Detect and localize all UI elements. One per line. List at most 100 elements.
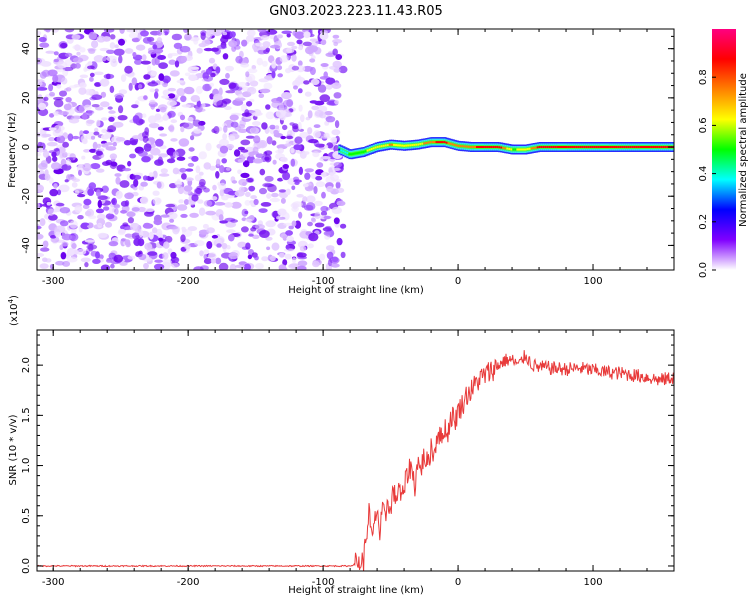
noise-speckle xyxy=(128,32,138,39)
noise-speckle xyxy=(53,99,64,108)
signal-band-core xyxy=(567,146,571,148)
noise-speckle xyxy=(296,39,303,45)
signal-band-core xyxy=(512,148,516,151)
noise-speckle xyxy=(247,68,258,74)
noise-speckle xyxy=(202,223,209,229)
noise-speckle xyxy=(114,93,125,99)
noise-speckle xyxy=(95,208,105,214)
noise-speckle xyxy=(265,111,275,120)
noise-speckle xyxy=(37,225,42,230)
y-tick-label: 2.0 xyxy=(21,357,32,373)
noise-speckle xyxy=(249,127,260,135)
noise-speckle xyxy=(320,205,329,213)
noise-speckle xyxy=(206,241,213,249)
noise-speckle xyxy=(117,115,128,121)
noise-speckle xyxy=(221,35,230,39)
chart-title: GN03.2023.223.11.43.R05 xyxy=(269,4,443,19)
noise-speckle xyxy=(321,191,326,199)
signal-band-core xyxy=(607,146,611,148)
noise-speckle xyxy=(144,208,155,213)
x-tick-label: -100 xyxy=(312,276,335,287)
noise-speckle xyxy=(152,190,160,196)
signal-band-core xyxy=(390,143,394,146)
noise-speckle xyxy=(211,234,218,239)
signal-band-core xyxy=(633,146,637,148)
noise-speckle xyxy=(61,241,69,247)
noise-speckle xyxy=(105,213,115,220)
noise-speckle xyxy=(140,181,148,187)
noise-speckle xyxy=(277,147,284,154)
noise-speckle xyxy=(183,29,189,33)
noise-speckle xyxy=(59,244,64,251)
noise-speckle xyxy=(48,83,54,92)
signal-band-core xyxy=(516,148,520,151)
signal-band-core xyxy=(382,144,386,147)
signal-band-core xyxy=(471,146,475,148)
noise-speckle xyxy=(99,78,110,87)
noise-speckle xyxy=(265,236,273,241)
noise-speckle xyxy=(205,210,216,216)
signal-band-core xyxy=(421,142,425,145)
noise-speckle xyxy=(218,214,224,221)
noise-speckle xyxy=(66,256,78,263)
noise-speckle xyxy=(44,169,49,177)
noise-speckle xyxy=(279,55,289,63)
noise-speckle xyxy=(290,147,295,154)
noise-speckle xyxy=(120,74,127,82)
noise-speckle xyxy=(223,125,228,133)
noise-speckle xyxy=(111,199,116,204)
noise-speckle xyxy=(245,242,251,250)
signal-band-core xyxy=(376,145,380,148)
noise-speckle xyxy=(299,245,307,252)
noise-speckle xyxy=(49,188,59,197)
noise-speckle xyxy=(127,255,136,260)
noise-speckle xyxy=(114,208,119,215)
noise-speckle xyxy=(302,183,309,188)
noise-speckle xyxy=(153,263,165,270)
noise-speckle xyxy=(303,31,311,39)
signal-band-core xyxy=(613,146,617,148)
signal-band-core xyxy=(476,146,479,148)
noise-speckle xyxy=(135,228,142,234)
noise-speckle xyxy=(178,138,190,147)
noise-speckle xyxy=(157,55,167,60)
noise-speckle xyxy=(266,136,273,145)
noise-speckle xyxy=(259,230,270,238)
noise-speckle xyxy=(87,188,95,196)
noise-speckle xyxy=(147,251,158,256)
signal-band-core xyxy=(480,146,483,148)
noise-speckle xyxy=(269,255,276,262)
noise-speckle xyxy=(259,187,267,195)
noise-speckle xyxy=(323,215,331,220)
noise-speckle-layer xyxy=(37,29,348,270)
signal-band-core xyxy=(443,141,447,144)
noise-speckle xyxy=(298,45,303,51)
noise-speckle xyxy=(96,143,101,149)
noise-speckle xyxy=(305,202,316,211)
noise-speckle xyxy=(52,111,61,116)
noise-speckle xyxy=(140,60,151,65)
noise-speckle xyxy=(285,188,291,195)
noise-speckle xyxy=(225,167,231,171)
noise-speckle xyxy=(193,38,199,45)
signal-band-core xyxy=(577,146,581,148)
noise-speckle xyxy=(194,174,202,182)
noise-speckle xyxy=(282,171,291,181)
signal-band-core xyxy=(635,146,639,148)
noise-speckle xyxy=(53,96,64,101)
noise-speckle xyxy=(54,225,66,233)
noise-speckle xyxy=(181,104,191,108)
noise-speckle xyxy=(219,189,225,197)
noise-speckle xyxy=(284,143,292,147)
signal-band-core xyxy=(350,153,354,156)
noise-speckle xyxy=(124,48,134,54)
noise-speckle xyxy=(225,221,237,228)
noise-speckle xyxy=(205,142,212,152)
noise-speckle xyxy=(230,201,242,209)
noise-speckle xyxy=(188,66,200,70)
signal-band-core xyxy=(621,146,625,148)
signal-band-core xyxy=(625,146,629,148)
noise-speckle xyxy=(97,199,103,209)
noise-speckle xyxy=(276,216,281,220)
noise-speckle xyxy=(152,197,162,206)
